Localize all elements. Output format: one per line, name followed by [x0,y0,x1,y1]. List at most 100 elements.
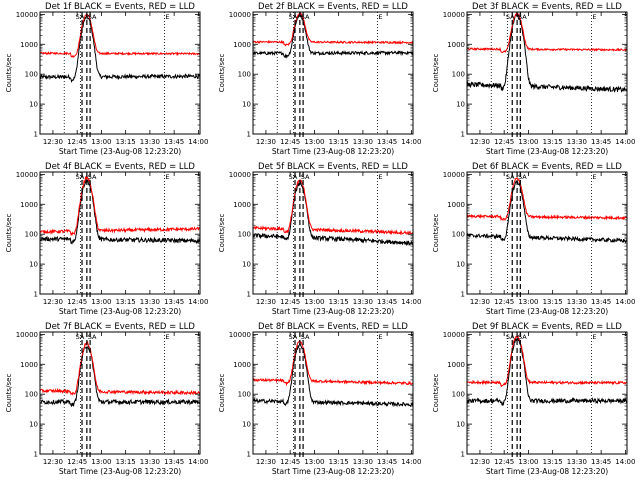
y-tick-label: 10000 [229,331,251,339]
series-events-line [466,180,628,244]
y-tick-label: 10000 [443,11,465,19]
plot-frame [252,331,414,455]
annotation-label: SA [88,13,97,21]
annotation-label: SA [301,13,310,21]
annotation-label: E [592,173,596,181]
plot-frame [39,171,201,295]
annotation-label: E [592,333,596,341]
x-tick-label: 13:15 [543,138,563,146]
x-tick-label: 13:00 [518,298,538,306]
x-tick-label: 14:00 [615,138,635,146]
y-tick-label: 10 [29,101,38,109]
series-events-line [252,12,413,59]
plot-frame [39,11,201,135]
x-tick-label: 12:45 [67,458,87,466]
x-tick-label: 13:00 [304,138,324,146]
series-lld-line [39,341,201,396]
x-tick-label: 12:45 [280,458,300,466]
x-tick-label: 13:15 [116,138,136,146]
x-axis-label: Start Time (23-Aug-08 12:23:20) [59,467,181,476]
y-tick-label: 100 [452,231,465,239]
x-tick-label: 12:45 [67,138,87,146]
x-tick-label: 13:15 [329,138,349,146]
y-tick-label: 1000 [233,41,251,49]
x-tick-label: 14:00 [615,298,635,306]
x-tick-label: 13:15 [543,458,563,466]
x-tick-label: 13:30 [353,458,373,466]
y-axis-label: Counts/sec [5,374,13,413]
series-events-line [252,341,414,408]
x-tick-label: 13:45 [591,138,611,146]
x-tick-label: 12:30 [470,458,490,466]
chart-title: Det 6f BLACK = Events, RED = LLD [472,162,622,172]
y-tick-label: 100 [238,391,251,399]
y-tick-label: 1 [34,131,38,139]
y-tick-label: 100 [452,71,465,79]
annotation-label: E [165,173,169,181]
x-tick-label: 13:30 [353,298,373,306]
y-tick-label: 1000 [233,201,251,209]
annotation-label: E [378,173,382,181]
y-tick-label: 10 [29,261,38,269]
annotation-label: SA [76,173,85,181]
plot-frame [466,171,628,295]
x-tick-label: 13:00 [518,138,538,146]
x-tick-label: 14:00 [188,458,208,466]
x-axis-label: Start Time (23-Aug-08 12:23:20) [272,467,394,476]
chart-title: Det 5f BLACK = Events, RED = LLD [258,162,408,172]
series-events-line [466,337,627,407]
y-tick-label: 10 [456,101,465,109]
x-tick-label: 12:30 [256,138,276,146]
x-tick-label: 14:00 [188,298,208,306]
annotation-label: E [592,13,596,21]
annotation-label: SA [289,13,298,21]
x-tick-label: 13:30 [140,138,160,146]
x-tick-label: 13:00 [518,458,538,466]
series-events-line [252,180,414,247]
plot-frame [466,11,628,135]
y-axis-label: Counts/sec [432,374,440,413]
y-axis-label: Counts/sec [218,214,226,253]
y-tick-label: 100 [238,71,251,79]
series-events-line [39,179,201,245]
y-axis-label: Counts/sec [5,214,13,253]
y-tick-label: 100 [452,391,465,399]
y-axis-label: Counts/sec [432,214,440,253]
x-tick-label: 14:00 [188,138,208,146]
x-tick-label: 13:15 [116,298,136,306]
y-axis-label: Counts/sec [218,54,226,93]
chart-title: Det 9f BLACK = Events, RED = LLD [472,322,622,332]
annotation-label: E [165,333,169,341]
y-tick-label: 100 [25,231,38,239]
x-tick-label: 13:00 [91,458,111,466]
series-events-line [466,13,628,93]
annotation-label: E [378,333,382,341]
x-tick-label: 12:30 [470,138,490,146]
y-tick-label: 10000 [16,11,38,19]
x-tick-label: 12:30 [43,138,63,146]
y-tick-label: 100 [238,231,251,239]
annotation-label: SA [88,173,97,181]
y-tick-label: 10000 [229,11,251,19]
x-tick-label: 14:00 [401,138,421,146]
annotation-label: SA [518,13,527,21]
y-tick-label: 10000 [16,171,38,179]
chart-title: Det 7f BLACK = Events, RED = LLD [45,322,195,332]
x-tick-label: 12:30 [256,458,276,466]
x-tick-label: 13:30 [567,138,587,146]
series-lld-line [252,178,414,236]
plot-frame [252,11,414,135]
y-tick-label: 10 [242,101,251,109]
x-tick-label: 13:45 [164,138,184,146]
y-tick-label: 10000 [443,171,465,179]
x-tick-label: 13:30 [140,298,160,306]
x-tick-label: 13:45 [591,458,611,466]
annotation-label: SA [289,333,298,341]
x-tick-label: 13:15 [329,298,349,306]
